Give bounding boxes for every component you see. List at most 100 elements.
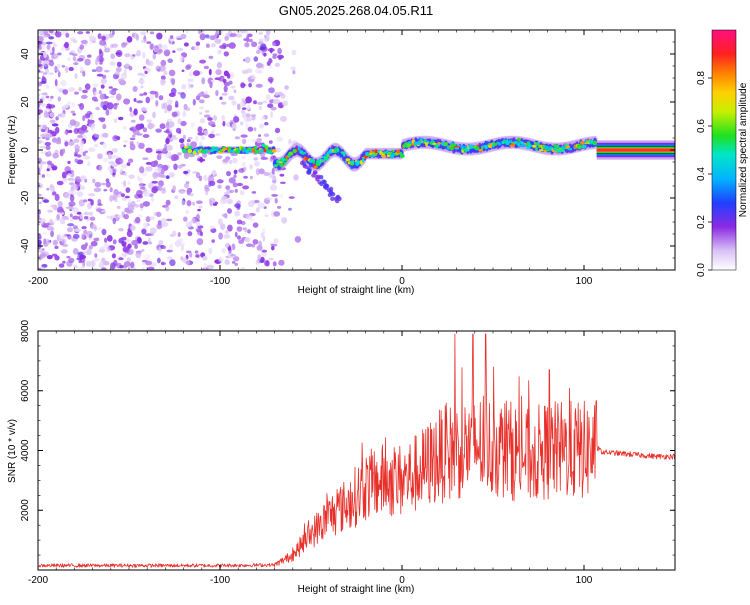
heatmap-cell xyxy=(262,100,268,104)
heatmap-cell xyxy=(272,98,281,105)
heatmap-cell xyxy=(38,43,41,48)
heatmap-cell xyxy=(319,181,324,187)
heatmap-cell xyxy=(274,197,278,204)
heatmap-cell xyxy=(280,194,284,198)
heatmap-cell xyxy=(56,63,61,69)
heatmap-cell xyxy=(203,129,208,136)
heatmap-cell xyxy=(255,83,263,88)
heatmap-cell xyxy=(160,59,167,67)
heatmap-cell xyxy=(259,123,264,129)
heatmap-cell xyxy=(264,122,269,126)
heatmap-cell xyxy=(100,210,108,213)
heatmap-cell xyxy=(123,140,128,143)
heatmap-cell xyxy=(138,194,143,199)
heatmap-cell xyxy=(46,187,50,191)
heatmap-cell xyxy=(128,158,134,163)
heatmap-cell xyxy=(169,259,176,267)
heatmap-cell xyxy=(209,200,213,207)
heatmap-cell xyxy=(268,257,274,261)
heatmap-cell xyxy=(200,135,206,141)
heatmap-cell xyxy=(98,90,102,95)
heatmap-cell xyxy=(225,243,230,248)
heatmap-cell xyxy=(195,95,201,101)
heatmap-cell xyxy=(43,111,49,118)
heatmap-cell xyxy=(567,147,572,151)
heatmap-cell xyxy=(48,72,55,75)
heatmap-cell xyxy=(233,174,237,179)
heatmap-cell xyxy=(204,34,210,38)
heatmap-cell xyxy=(444,142,448,147)
heatmap-cell xyxy=(270,106,277,111)
heatmap-cell xyxy=(44,141,52,146)
heatmap-cell xyxy=(176,47,184,52)
snr-y-ticks: 2000 4000 6000 8000 xyxy=(20,319,675,571)
heatmap-cell xyxy=(162,245,167,250)
heatmap-cell xyxy=(280,115,287,122)
heatmap-cell xyxy=(211,130,215,134)
heatmap-cell xyxy=(46,160,52,165)
heatmap-cell xyxy=(187,82,191,89)
x-tick-label: 0 xyxy=(399,575,405,586)
heatmap-cell xyxy=(493,143,498,146)
heatmap-cell xyxy=(199,112,203,115)
heatmap-cell xyxy=(253,100,257,105)
heatmap-cell xyxy=(38,234,42,240)
heatmap-cell xyxy=(118,78,125,84)
heatmap-cell xyxy=(517,137,521,142)
heatmap-cell xyxy=(45,95,50,99)
heatmap-cell xyxy=(147,266,155,270)
heatmap-cell xyxy=(244,42,250,48)
heatmap-cell xyxy=(323,156,329,161)
heatmap-cell xyxy=(241,69,249,75)
heatmap-cell xyxy=(155,128,162,133)
heatmap-cell xyxy=(48,36,55,40)
heatmap-cell xyxy=(60,249,68,254)
heatmap-cell xyxy=(204,114,211,118)
heatmap-cell xyxy=(155,100,159,107)
heatmap-cell xyxy=(43,238,47,245)
heatmap-cell xyxy=(182,134,186,140)
heatmap-cell xyxy=(217,184,222,189)
heatmap-cell xyxy=(270,155,277,160)
heatmap-cell xyxy=(38,239,42,246)
heatmap-cell xyxy=(158,65,166,72)
heatmap-cell xyxy=(118,257,124,261)
heatmap-cell xyxy=(66,216,70,221)
heatmap-cell xyxy=(64,192,70,199)
heatmap-cell xyxy=(233,116,240,123)
heatmap-cell xyxy=(215,90,219,97)
heatmap-cell xyxy=(141,106,148,112)
heatmap-cell xyxy=(241,107,247,110)
heatmap-cell xyxy=(54,193,60,201)
heatmap-cell xyxy=(142,51,146,59)
heatmap-cell xyxy=(161,262,166,265)
heatmap-cell xyxy=(247,126,254,132)
heatmap-cell xyxy=(58,263,65,268)
heatmap-cell xyxy=(186,200,192,207)
heatmap-cell xyxy=(222,120,226,127)
heatmap-cell xyxy=(88,147,96,153)
heatmap-cell xyxy=(69,218,74,222)
heatmap-cell xyxy=(67,129,73,134)
heatmap-cell xyxy=(89,233,93,239)
heatmap-cell xyxy=(269,47,273,54)
heatmap-cell xyxy=(113,259,118,267)
heatmap-cell xyxy=(181,244,184,252)
heatmap-cell xyxy=(122,42,128,46)
heatmap-cell xyxy=(234,136,241,140)
heatmap-cell xyxy=(121,164,127,169)
heatmap-cell xyxy=(90,240,98,247)
heatmap-cell xyxy=(88,193,95,197)
heatmap-cell xyxy=(176,37,183,41)
heatmap-cell xyxy=(136,100,144,104)
heatmap-cell xyxy=(269,65,272,69)
heatmap-cell xyxy=(123,144,127,148)
heatmap-cell xyxy=(50,163,55,167)
heatmap-cell xyxy=(68,66,74,72)
heatmap-cell xyxy=(251,244,256,248)
heatmap-cell xyxy=(40,161,47,165)
heatmap-cell xyxy=(62,234,67,239)
heatmap-cell xyxy=(82,89,88,94)
heatmap-cell xyxy=(99,246,106,254)
heatmap-cell xyxy=(197,126,203,134)
